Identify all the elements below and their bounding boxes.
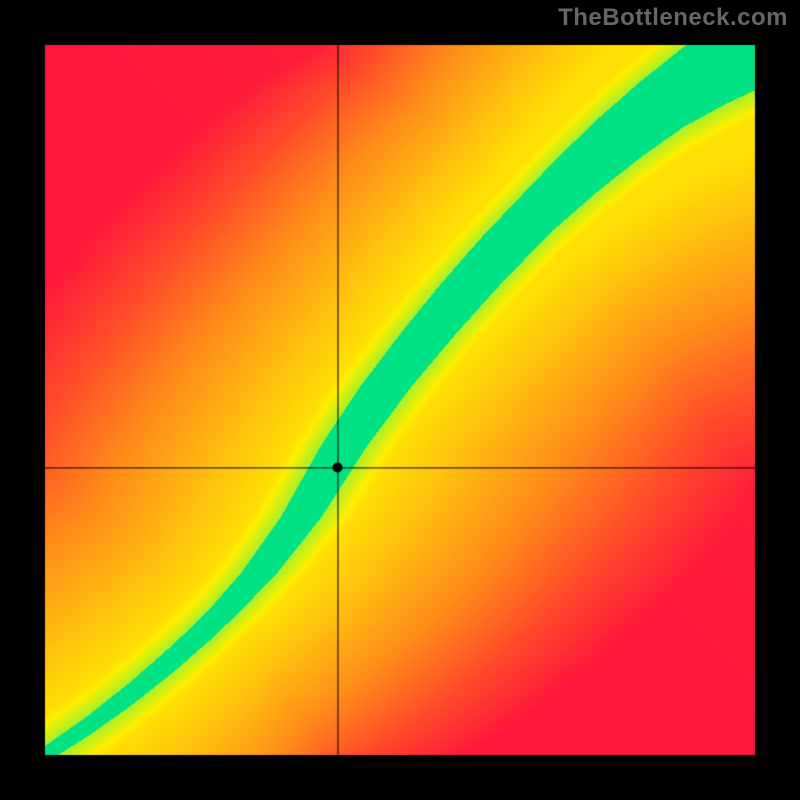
watermark-text: TheBottleneck.com <box>558 4 788 32</box>
bottleneck-heatmap <box>0 0 800 800</box>
chart-container: TheBottleneck.com <box>0 0 800 800</box>
